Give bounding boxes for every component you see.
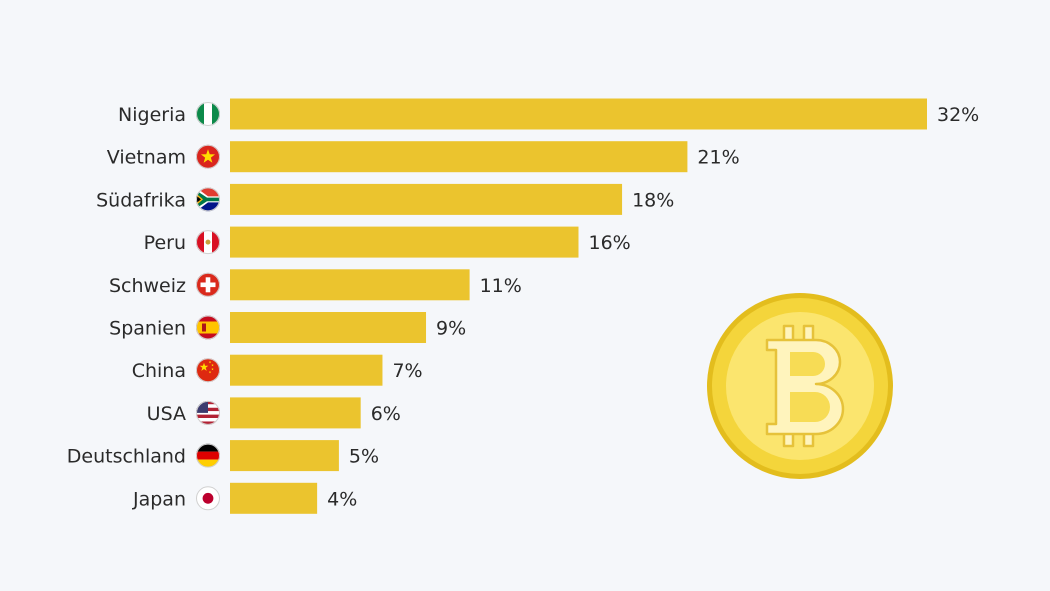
switzerland-flag-icon xyxy=(196,272,220,297)
bar-row: Südafrika 18% xyxy=(96,183,674,215)
category-label: Südafrika xyxy=(96,189,186,211)
value-label: 4% xyxy=(327,488,357,510)
bar-row: Deutschland 5% xyxy=(67,440,379,472)
bar xyxy=(230,482,318,514)
bar-row: Peru 16% xyxy=(144,226,631,258)
south-africa-flag-icon xyxy=(196,187,220,212)
bar xyxy=(230,98,927,130)
bar-row: China 7% xyxy=(132,354,423,386)
value-label: 7% xyxy=(392,360,422,382)
category-label: Schweiz xyxy=(109,275,186,297)
category-label: China xyxy=(132,360,186,382)
bitcoin-coin-icon xyxy=(707,293,893,479)
peru-flag-icon xyxy=(196,230,220,255)
value-label: 18% xyxy=(632,189,674,211)
bar-row: Vietnam 21% xyxy=(107,141,740,173)
value-label: 9% xyxy=(436,318,466,340)
category-label: Japan xyxy=(132,488,186,510)
japan-flag-icon xyxy=(196,486,220,511)
germany-flag-icon xyxy=(196,443,220,468)
value-label: 21% xyxy=(697,147,739,169)
nigeria-flag-icon xyxy=(196,102,220,126)
value-label: 5% xyxy=(349,446,379,468)
value-label: 6% xyxy=(371,403,401,425)
value-label: 11% xyxy=(480,275,522,297)
china-flag-icon xyxy=(196,358,220,383)
bar-row: Spanien 9% xyxy=(109,312,466,343)
bar xyxy=(230,141,688,173)
bar-row: Schweiz 11% xyxy=(109,269,522,301)
usa-flag-icon xyxy=(196,400,220,425)
bar xyxy=(230,312,427,343)
value-label: 16% xyxy=(589,232,631,254)
category-label: Spanien xyxy=(109,318,186,340)
vietnam-flag-icon xyxy=(196,144,220,169)
category-label: Peru xyxy=(144,232,186,254)
bar xyxy=(230,397,361,429)
category-label: Deutschland xyxy=(67,446,186,468)
bar-row: Nigeria 32% xyxy=(118,98,979,130)
bar xyxy=(230,226,579,258)
bar xyxy=(230,183,623,215)
bar-row: Japan 4% xyxy=(132,482,357,514)
bars-layer: Nigeria 32% Vietnam 21% Südafrika 18% Peru 16% S… xyxy=(67,98,979,514)
category-label: Nigeria xyxy=(118,104,186,126)
category-label: Vietnam xyxy=(107,147,186,169)
bar xyxy=(230,354,383,386)
value-label: 32% xyxy=(937,104,979,126)
category-label: USA xyxy=(147,403,186,425)
spain-flag-icon xyxy=(196,315,220,340)
bar-row: USA 6% xyxy=(147,397,401,429)
bar xyxy=(230,269,470,301)
bar xyxy=(230,440,339,472)
